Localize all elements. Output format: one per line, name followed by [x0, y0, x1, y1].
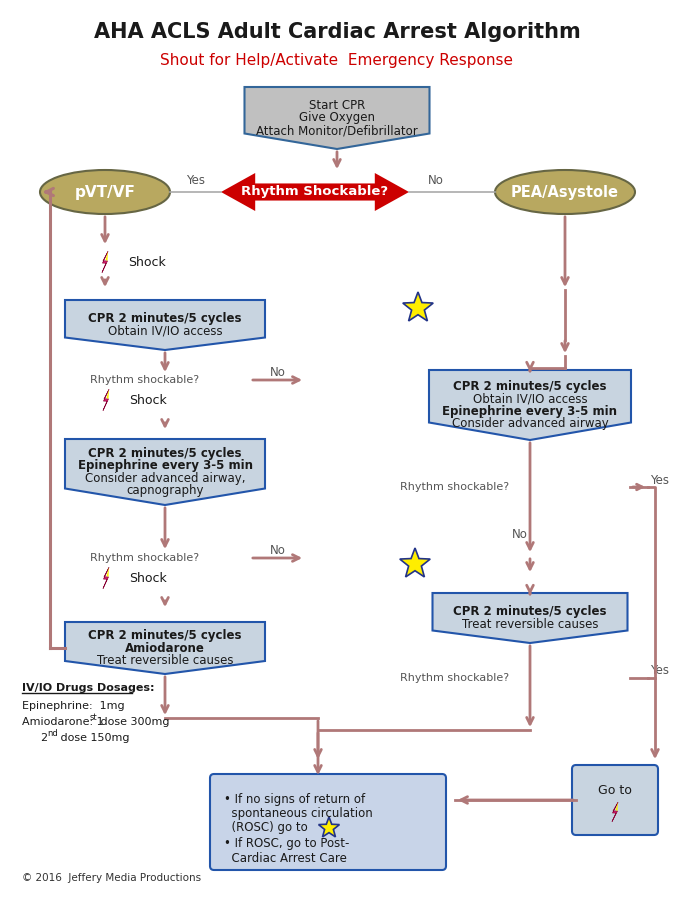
Text: Obtain IV/IO access: Obtain IV/IO access [108, 325, 222, 338]
Text: CPR 2 minutes/5 cycles: CPR 2 minutes/5 cycles [453, 606, 607, 618]
Polygon shape [103, 567, 109, 589]
Text: No: No [270, 544, 286, 556]
Text: Shock: Shock [129, 393, 167, 407]
Text: No: No [428, 175, 444, 187]
Polygon shape [429, 370, 631, 440]
Text: Shock: Shock [129, 572, 167, 584]
Polygon shape [616, 803, 618, 811]
Text: nd: nd [47, 730, 58, 739]
Text: No: No [512, 528, 528, 542]
Polygon shape [319, 817, 340, 837]
Text: IV/IO Drugs Dosages:: IV/IO Drugs Dosages: [22, 683, 155, 693]
Ellipse shape [495, 170, 635, 214]
Text: Rhythm Shockable?: Rhythm Shockable? [242, 185, 389, 199]
Text: CPR 2 minutes/5 cycles: CPR 2 minutes/5 cycles [88, 447, 242, 460]
Polygon shape [403, 292, 433, 321]
Text: Rhythm shockable?: Rhythm shockable? [400, 482, 509, 492]
Text: CPR 2 minutes/5 cycles: CPR 2 minutes/5 cycles [453, 380, 607, 393]
Text: Rhythm shockable?: Rhythm shockable? [90, 375, 199, 385]
Text: spontaneous circulation: spontaneous circulation [224, 807, 373, 821]
Text: Rhythm shockable?: Rhythm shockable? [400, 673, 509, 683]
Text: Treat reversible causes: Treat reversible causes [462, 617, 598, 631]
Polygon shape [244, 87, 429, 149]
Text: Obtain IV/IO access: Obtain IV/IO access [472, 392, 587, 405]
Text: Amiodarone: Amiodarone [125, 642, 205, 654]
Text: Epinephrine:  1mg: Epinephrine: 1mg [22, 701, 125, 711]
Polygon shape [65, 622, 265, 674]
Polygon shape [65, 300, 265, 350]
Text: Rhythm shockable?: Rhythm shockable? [90, 553, 199, 563]
Polygon shape [107, 567, 109, 577]
Text: PEA/Asystole: PEA/Asystole [511, 184, 619, 200]
Text: AHA ACLS Adult Cardiac Arrest Algorithm: AHA ACLS Adult Cardiac Arrest Algorithm [94, 22, 580, 42]
Text: Attach Monitor/Defibrillator: Attach Monitor/Defibrillator [256, 124, 418, 137]
Polygon shape [65, 439, 265, 505]
Text: Yes: Yes [186, 175, 205, 187]
Text: dose 150mg: dose 150mg [57, 733, 130, 743]
Text: CPR 2 minutes/5 cycles: CPR 2 minutes/5 cycles [88, 629, 242, 643]
Text: No: No [270, 365, 286, 379]
Polygon shape [221, 173, 409, 211]
Polygon shape [102, 251, 108, 273]
Text: • If ROSC, go to Post-: • If ROSC, go to Post- [224, 838, 350, 850]
Text: Consider advanced airway: Consider advanced airway [452, 417, 608, 430]
Ellipse shape [40, 170, 170, 214]
Text: © 2016  Jeffery Media Productions: © 2016 Jeffery Media Productions [22, 873, 201, 883]
Text: (ROSC) go to: (ROSC) go to [224, 822, 308, 834]
Text: Epinephrine every 3-5 min: Epinephrine every 3-5 min [78, 459, 252, 472]
FancyBboxPatch shape [210, 774, 446, 870]
Text: Give Oxygen: Give Oxygen [299, 112, 375, 124]
Text: Shock: Shock [128, 256, 166, 268]
Text: Consider advanced airway,: Consider advanced airway, [85, 472, 245, 485]
Text: Cardiac Arrest Care: Cardiac Arrest Care [224, 851, 347, 865]
Polygon shape [400, 548, 430, 577]
Text: Treat reversible causes: Treat reversible causes [97, 653, 234, 667]
Polygon shape [105, 251, 108, 261]
Polygon shape [107, 390, 109, 399]
Polygon shape [433, 593, 628, 643]
Text: • If no signs of return of: • If no signs of return of [224, 794, 365, 806]
Text: pVT/VF: pVT/VF [74, 184, 136, 200]
Text: Go to: Go to [598, 784, 632, 796]
Text: capnography: capnography [126, 484, 204, 497]
Text: Epinephrine every 3-5 min: Epinephrine every 3-5 min [443, 405, 618, 418]
Text: CPR 2 minutes/5 cycles: CPR 2 minutes/5 cycles [88, 312, 242, 325]
Polygon shape [103, 390, 109, 410]
Text: 2: 2 [40, 733, 47, 743]
FancyBboxPatch shape [572, 765, 658, 835]
Text: Yes: Yes [650, 664, 669, 678]
Text: Yes: Yes [650, 473, 669, 487]
Text: st: st [90, 714, 98, 723]
Text: Amiodarone: 1: Amiodarone: 1 [22, 717, 104, 727]
Text: Shout for Help/Activate  Emergency Response: Shout for Help/Activate Emergency Respon… [161, 52, 514, 68]
Polygon shape [612, 803, 618, 822]
Text: Start CPR: Start CPR [309, 99, 365, 112]
Text: dose 300mg: dose 300mg [97, 717, 169, 727]
